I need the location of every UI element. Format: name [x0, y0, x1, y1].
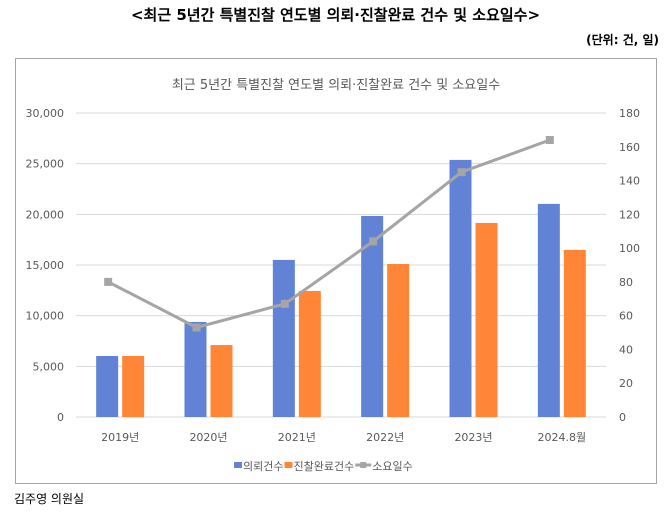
y-tick-label: 20,000	[26, 208, 65, 221]
y2-tick-label: 80	[619, 276, 633, 289]
bar-requests	[184, 321, 207, 417]
bar-completed	[387, 263, 410, 417]
bar-completed	[475, 222, 498, 417]
y-tick-label: 25,000	[26, 158, 65, 171]
x-tick-label: 2019년	[101, 431, 139, 444]
chart-title: 최근 5년간 특별진찰 연도별 의뢰·진찰완료 건수 및 소요일수	[172, 78, 500, 93]
bar-requests	[361, 215, 384, 417]
y-tick-label: 0	[57, 411, 64, 424]
y2-tick-label: 40	[619, 343, 633, 356]
legend-swatch	[234, 462, 242, 468]
legend-label: 의뢰건수	[243, 460, 283, 473]
x-tick-label: 2020년	[189, 431, 227, 444]
bar-completed	[122, 355, 145, 417]
unit-label: (단위: 건, 일)	[586, 33, 659, 47]
x-tick-label: 2023년	[454, 431, 492, 444]
bar-requests	[96, 355, 119, 417]
legend-marker	[360, 462, 367, 468]
x-tick-label: 2021년	[278, 431, 316, 444]
source-label: 김주영 의원실	[14, 492, 85, 506]
line-point	[369, 237, 378, 246]
y2-tick-label: 160	[619, 141, 640, 154]
y-tick-label: 10,000	[26, 310, 65, 323]
page-title: <최근 5년간 특별진찰 연도별 의뢰·진찰완료 건수 및 소요일수>	[130, 6, 541, 24]
y2-tick-label: 0	[619, 411, 626, 424]
line-point	[280, 299, 289, 308]
legend-label: 진찰완료건수	[293, 460, 354, 473]
y-tick-label: 5,000	[33, 360, 65, 373]
bar-completed	[298, 290, 321, 417]
y2-tick-label: 20	[619, 377, 633, 390]
line-point	[192, 323, 201, 332]
y2-tick-label: 120	[619, 208, 640, 221]
bar-requests	[272, 259, 295, 417]
bar-requests	[449, 159, 472, 417]
line-point	[457, 168, 466, 177]
bar-completed	[210, 345, 233, 417]
combo-chart: 최근 5년간 특별진찰 연도별 의뢰·진찰완료 건수 및 소요일수 0 5,000…	[26, 78, 641, 473]
y2-tick-label: 60	[619, 310, 633, 323]
chart-container: 최근 5년간 특별진찰 연도별 의뢰·진찰완료 건수 및 소요일수 0 5,000…	[15, 58, 657, 484]
line-days	[107, 138, 551, 330]
y2-tick-label: 140	[619, 175, 640, 188]
x-tick-label: 2022년	[366, 431, 404, 444]
legend-swatch	[284, 462, 293, 468]
y2-tick-label: 180	[619, 107, 640, 120]
bar-requests	[537, 203, 560, 417]
line-point	[104, 277, 113, 286]
bar-completed	[563, 249, 586, 417]
x-tick-label: 2024.8월	[538, 431, 587, 444]
legend-label: 소요일수	[372, 459, 412, 473]
line-point	[545, 136, 554, 145]
y2-tick-label: 100	[619, 242, 640, 255]
y-tick-label: 15,000	[26, 259, 65, 272]
y-tick-label: 30,000	[26, 107, 65, 120]
